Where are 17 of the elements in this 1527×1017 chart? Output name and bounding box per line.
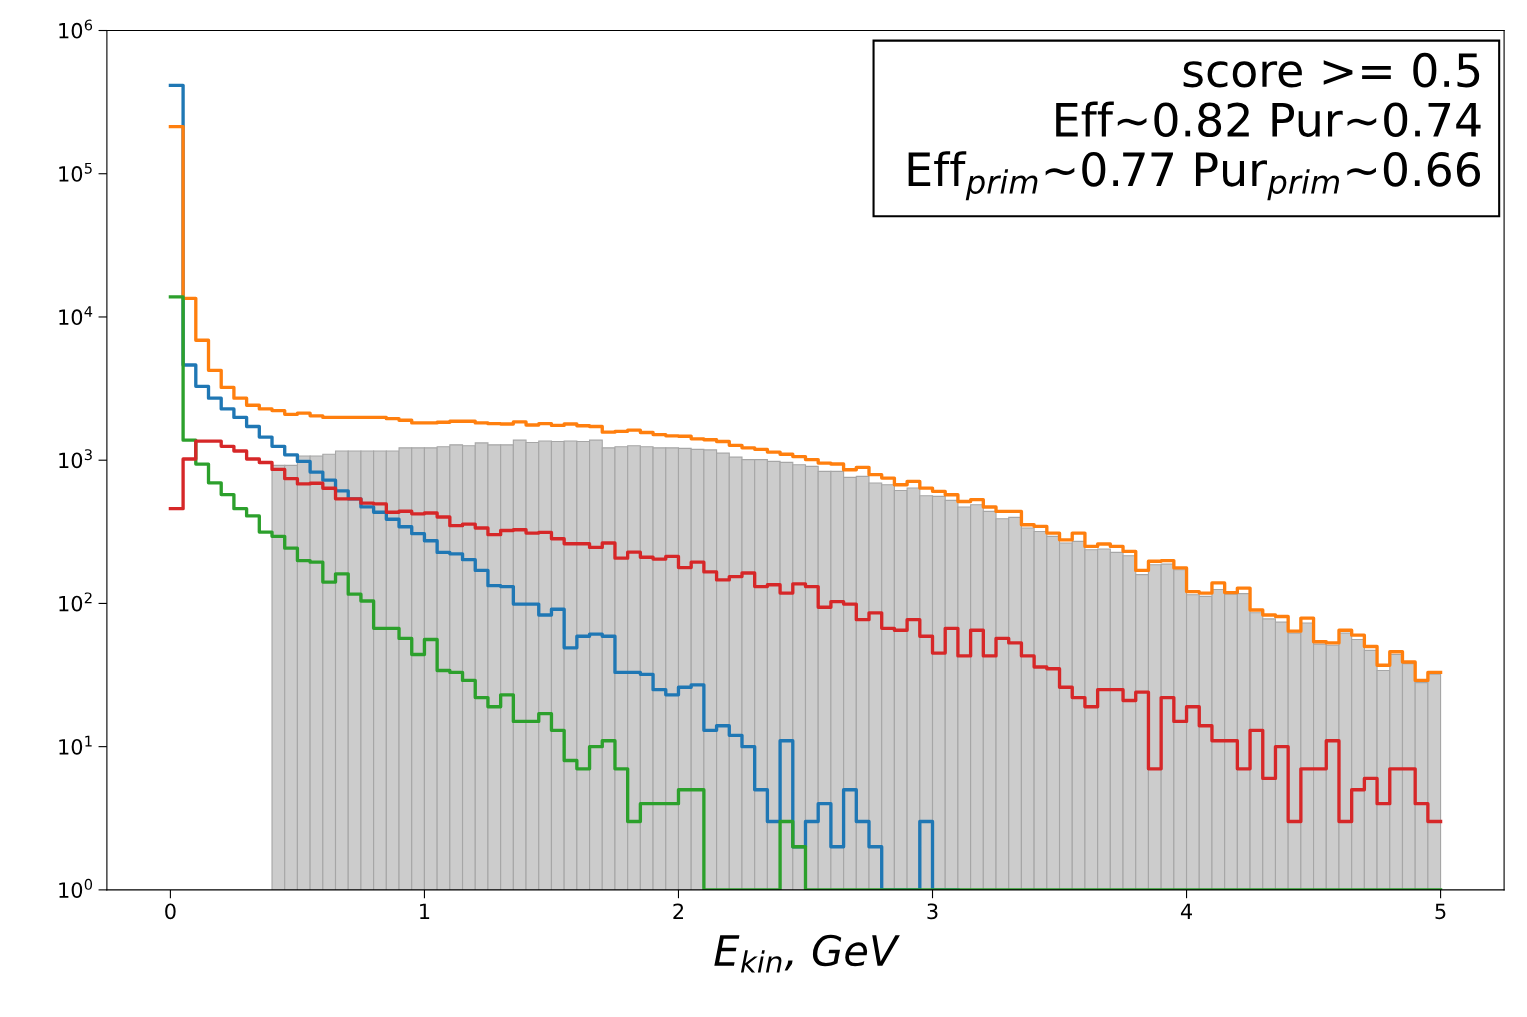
y-tick-label: 10$^{0}$ xyxy=(59,878,93,898)
y-tick-label: 10$^{2}$ xyxy=(59,592,92,612)
y-tick-label: 10$^{6}$ xyxy=(59,19,93,39)
x-tick-label: 2 xyxy=(673,903,684,919)
x-tick-label: 3 xyxy=(927,903,938,920)
y-tick-label: 10$^{5}$ xyxy=(59,162,92,182)
x-tick-label: 1 xyxy=(420,903,430,919)
annotation: Eff$_{prim}$~0.77 Pur$_{prim}$~0.66 xyxy=(908,151,1480,201)
x-tick-label: 5 xyxy=(1435,903,1446,920)
annotation: score >= 0.5 xyxy=(1183,52,1480,88)
y-tick-label: 10$^{3}$ xyxy=(59,449,92,469)
x-axis-title: E$_{kin}$, GeV xyxy=(714,934,900,973)
y-tick-label: 10$^{4}$ xyxy=(59,306,93,326)
y-tick-label: 10$^{1}$ xyxy=(59,735,92,755)
x-tick-label: 4 xyxy=(1180,903,1193,919)
x-tick-label: 0 xyxy=(165,903,176,920)
annotation: Eff~0.82 Pur~0.74 xyxy=(1056,101,1481,138)
